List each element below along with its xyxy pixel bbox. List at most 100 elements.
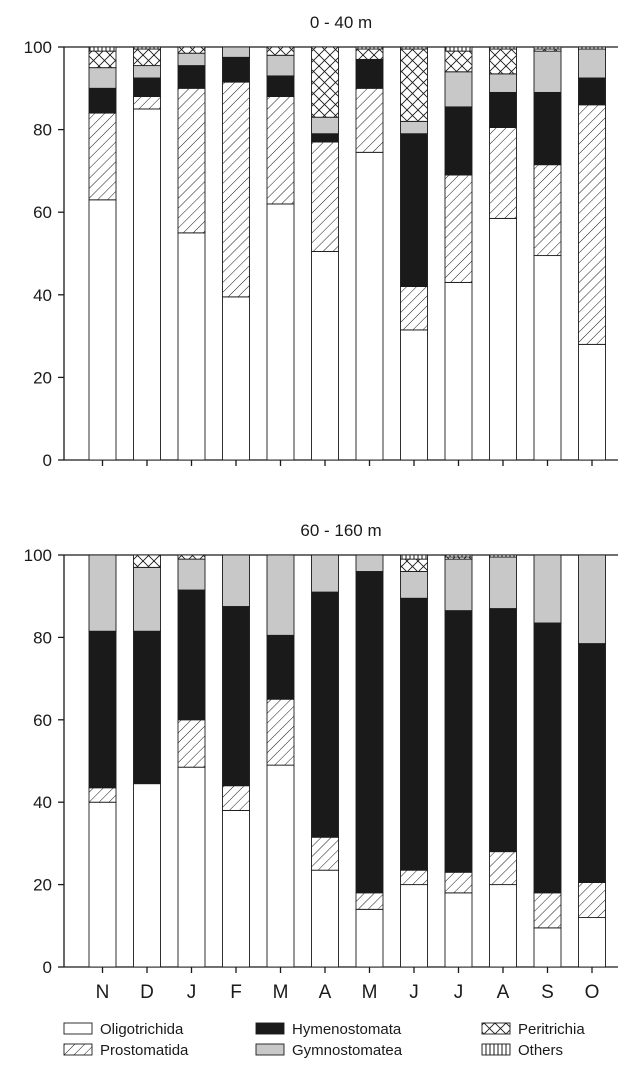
chart-panel-top: 0 - 40 m 0 20 40 60 80 100	[24, 13, 618, 470]
bar-segment-gymnostomatea	[177, 558, 206, 591]
bar-segment-others	[400, 46, 428, 50]
bar-segment-hymenostomata	[177, 65, 206, 89]
bar-segment-gymnostomatea	[489, 556, 517, 610]
legend-label: Peritrichia	[518, 1021, 585, 1038]
bar-segment-prostomatida	[177, 719, 206, 768]
bar-segment-others	[489, 46, 517, 50]
bar-segment-others	[489, 554, 517, 558]
bar-segment-hymenostomata	[489, 91, 517, 128]
x-tick-label: M	[362, 982, 378, 1003]
bar-segment-gymnostomatea	[444, 71, 473, 108]
bar-segment-peritrichia	[444, 50, 473, 73]
bar-segment-prostomatida	[355, 87, 384, 153]
bar-segment-oligotrichida	[489, 217, 517, 461]
x-tick-label: S	[541, 982, 554, 1003]
bar-segment-hymenostomata	[400, 597, 428, 871]
bar-segment-oligotrichida	[444, 281, 473, 461]
bar-segment-prostomatida	[400, 869, 428, 886]
bar-segment-others	[400, 554, 428, 560]
bar-segment-prostomatida	[444, 871, 473, 894]
legend: Oligotrichida Prostomatida Hymenostomata Gy…	[63, 1021, 585, 1059]
x-tick-label: J	[409, 982, 419, 1003]
bar-segment-oligotrichida	[88, 801, 117, 968]
bar-segment-oligotrichida	[355, 151, 384, 461]
bar-segment-oligotrichida	[88, 199, 117, 461]
bar-segment-prostomatida	[355, 892, 384, 910]
bar-segment-prostomatida	[489, 851, 517, 886]
legend-swatch-oligotrichida	[63, 1022, 93, 1035]
bar-segment-gymnostomatea	[177, 52, 206, 67]
bar-segment-prostomatida	[533, 164, 562, 257]
bar-segment-prostomatida	[266, 698, 295, 766]
bar-segment-peritrichia	[355, 48, 384, 60]
bar-segment-prostomatida	[133, 96, 161, 110]
bar-segment-gymnostomatea	[400, 571, 428, 599]
y-tick-label: 100	[24, 546, 52, 565]
bar-segment-peritrichia	[400, 48, 428, 122]
bar-segment-prostomatida	[311, 836, 339, 871]
bar-segment-prostomatida	[88, 112, 117, 201]
bar-segment-hymenostomata	[311, 133, 339, 143]
y-tick-label: 80	[33, 121, 52, 140]
bar-segment-hymenostomata	[88, 87, 117, 114]
bar-segment-hymenostomata	[489, 608, 517, 853]
x-tick-label: A	[497, 982, 510, 1003]
y-tick-label: 80	[33, 628, 52, 647]
bar-segment-hymenostomata	[533, 91, 562, 166]
bar-segment-oligotrichida	[266, 203, 295, 461]
bar-segment-others	[444, 46, 473, 52]
bar-segment-hymenostomata	[177, 589, 206, 721]
bar-segment-peritrichia	[311, 46, 339, 118]
bar-segment-gymnostomatea	[222, 554, 250, 607]
y-tick-label: 20	[33, 876, 52, 895]
x-tick-label: D	[140, 982, 154, 1003]
bar-segment-peritrichia	[88, 50, 117, 69]
bar-segment-oligotrichida	[266, 764, 295, 968]
y-tick-label: 20	[33, 368, 52, 387]
bar-segment-others	[578, 46, 606, 50]
bar-segment-gymnostomatea	[88, 67, 117, 89]
bar-segment-gymnostomatea	[133, 65, 161, 79]
x-tick-label: A	[319, 982, 332, 1003]
bar-segment-hymenostomata	[133, 77, 161, 98]
x-tick-label: N	[96, 982, 110, 1003]
x-tick-label: F	[230, 982, 242, 1003]
bar-segment-hymenostomata	[222, 606, 250, 787]
bar-segment-peritrichia	[489, 48, 517, 75]
bar-segment-others	[355, 46, 384, 50]
legend-label: Prostomatida	[100, 1042, 189, 1059]
bar-segment-oligotrichida	[133, 783, 161, 968]
legend-label: Others	[518, 1042, 563, 1059]
bar-segment-prostomatida	[578, 882, 606, 919]
x-tick-label: O	[585, 982, 600, 1003]
bar-segment-peritrichia	[266, 46, 295, 56]
x-tick-label: J	[454, 982, 464, 1003]
bar-segment-others	[133, 46, 161, 50]
y-tick-label: 40	[33, 286, 52, 305]
legend-swatch-hymenostomata	[255, 1022, 285, 1035]
legend-swatch-peritrichia	[481, 1022, 511, 1035]
bar-segment-prostomatida	[222, 81, 250, 298]
bar-segment-gymnostomatea	[311, 554, 339, 593]
bar-segment-oligotrichida	[578, 343, 606, 461]
bar-segment-others	[533, 46, 562, 50]
bar-segment-oligotrichida	[355, 908, 384, 968]
chart-panel-bottom: 60 - 160 m 0 20 40 60 80 100 N D J F M A M J J A S O	[24, 521, 618, 1003]
bar-segment-prostomatida	[222, 785, 250, 811]
bar-segment-hymenostomata	[578, 643, 606, 883]
bar-segment-gymnostomatea	[355, 554, 384, 572]
chart-title: 60 - 160 m	[300, 521, 381, 540]
bar-segment-gymnostomatea	[533, 50, 562, 93]
bar-segment-oligotrichida	[177, 232, 206, 461]
bar-segment-gymnostomatea	[444, 558, 473, 612]
legend-swatch-others	[481, 1043, 511, 1056]
bar-segment-gymnostomatea	[533, 554, 562, 624]
bar-segment-gymnostomatea	[133, 566, 161, 632]
bar-segment-hymenostomata	[444, 610, 473, 873]
bar-segment-hymenostomata	[578, 77, 606, 106]
bar-segment-peritrichia	[133, 48, 161, 67]
bar-segment-peritrichia	[177, 46, 206, 54]
bar-segment-hymenostomata	[133, 630, 161, 785]
bar-segment-oligotrichida	[400, 329, 428, 461]
